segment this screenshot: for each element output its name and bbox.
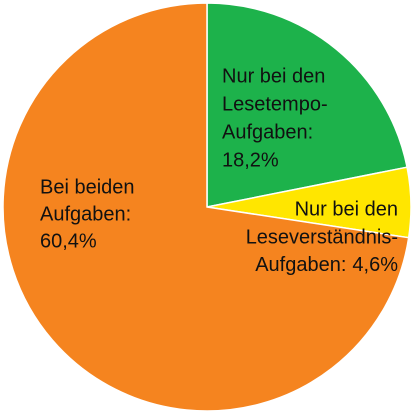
slice-label-line: Aufgaben: bbox=[222, 121, 313, 143]
slice-label-line: Nur bei den bbox=[222, 65, 325, 87]
slice-label: Aufgaben: 4,6% bbox=[255, 254, 398, 276]
slice-label-line: Lesetempo- bbox=[222, 93, 328, 115]
pie-slice bbox=[206, 2, 408, 208]
slice-label-line: Leseverständnis- bbox=[246, 226, 398, 248]
slice-label-line: Bei beiden bbox=[40, 176, 135, 198]
slice-label-line: Nur bei den bbox=[295, 198, 398, 220]
value-label: 60,4% bbox=[40, 230, 97, 252]
value-label: 4,6% bbox=[352, 254, 398, 276]
slice-label-line: Aufgaben: bbox=[40, 203, 131, 225]
slice-label-line: Aufgaben: bbox=[255, 254, 346, 276]
pie-slice bbox=[2, 2, 410, 412]
value-label: 18,2% bbox=[222, 149, 279, 171]
